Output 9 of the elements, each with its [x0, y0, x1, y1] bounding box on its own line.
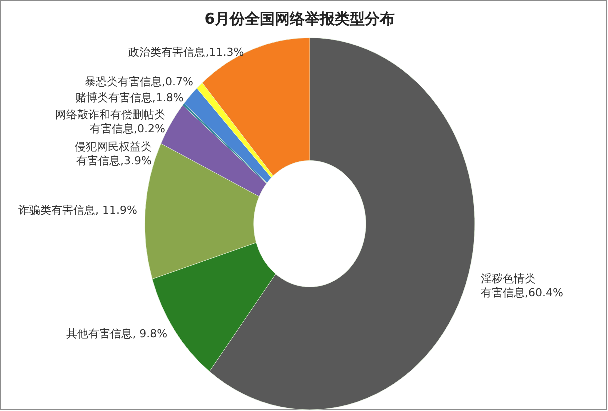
data-label: 网络敲诈和有偿删帖类有害信息,0.2% [55, 108, 166, 136]
data-label: 政治类有害信息,11.3% [128, 46, 244, 59]
data-label: 诈骗类有害信息, 11.9% [18, 204, 138, 218]
data-label: 暴恐类有害信息,0.7% [84, 76, 194, 88]
data-label: 赌博类有害信息,1.8% [75, 92, 184, 104]
chart-title: 6月份全国网络举报类型分布 [204, 10, 396, 28]
data-label: 淫秽色情类有害信息,60.4% [480, 272, 564, 300]
data-label: 其他有害信息, 9.8% [66, 328, 168, 341]
data-label: 侵犯网民权益类有害信息,3.9% [74, 140, 152, 168]
